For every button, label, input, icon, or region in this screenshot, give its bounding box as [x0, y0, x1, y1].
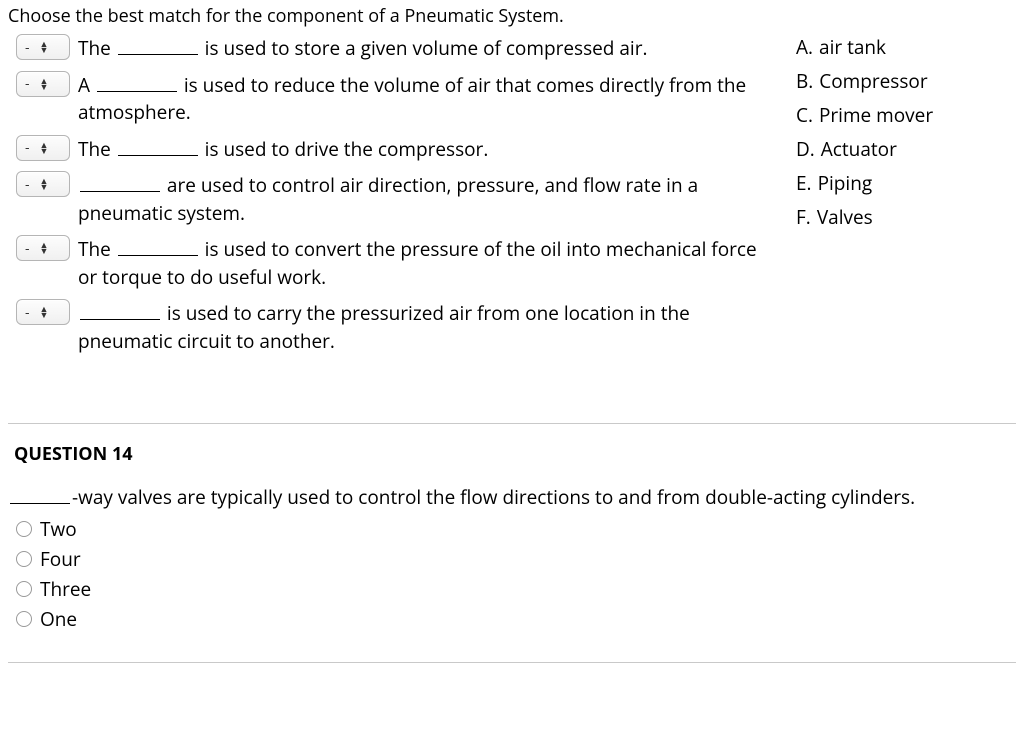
matching-row: - ▲▼ The is used to drive the compressor…	[16, 135, 770, 164]
fill-blank	[118, 255, 198, 256]
radio-option[interactable]: Three	[16, 576, 1016, 602]
text-pre: The	[78, 236, 116, 262]
answer-text: Actuator	[821, 136, 897, 162]
fill-blank	[80, 319, 160, 320]
text-post: are used to control air direction, press…	[78, 172, 698, 226]
answer-letter: A.	[796, 34, 813, 60]
text-post: is used to convert the pressure of the o…	[78, 236, 757, 290]
text-pre: A	[78, 72, 95, 98]
radio-icon[interactable]	[16, 581, 32, 597]
answer-selector[interactable]: - ▲▼	[16, 171, 70, 197]
matching-item-text: The is used to store a given volume of c…	[78, 34, 647, 63]
answer-letter: C.	[796, 102, 813, 128]
answer-choice: C. Prime mover	[796, 102, 1016, 128]
matching-item-text: A is used to reduce the volume of air th…	[78, 71, 770, 127]
matching-question: - ▲▼ The is used to store a given volume…	[8, 32, 1016, 363]
answer-text: air tank	[819, 34, 886, 60]
radio-icon[interactable]	[16, 611, 32, 627]
stepper-arrows-icon: ▲▼	[40, 306, 49, 318]
radio-label: Three	[40, 576, 91, 602]
matching-row: - ▲▼ The is used to convert the pressure…	[16, 235, 770, 291]
answer-choices-column: A. air tank B. Compressor C. Prime mover…	[796, 32, 1016, 238]
answer-choice: B. Compressor	[796, 68, 1016, 94]
text-post: is used to drive the compressor.	[200, 136, 489, 162]
fill-blank	[97, 91, 177, 92]
answer-selector[interactable]: - ▲▼	[16, 235, 70, 261]
answer-text: Compressor	[819, 68, 927, 94]
matching-row: - ▲▼ are used to control air direction, …	[16, 171, 770, 227]
radio-label: Four	[40, 546, 81, 572]
answer-choice: E. Piping	[796, 170, 1016, 196]
text-post: is used to reduce the volume of air that…	[78, 72, 746, 126]
matching-item-text: is used to carry the pressurized air fro…	[78, 299, 770, 355]
answer-letter: B.	[796, 68, 813, 94]
stepper-arrows-icon: ▲▼	[40, 242, 49, 254]
question-header: QUESTION 14	[14, 442, 1016, 466]
radio-option[interactable]: One	[16, 606, 1016, 632]
fill-blank	[118, 54, 198, 55]
answer-selector[interactable]: - ▲▼	[16, 71, 70, 97]
answer-selector[interactable]: - ▲▼	[16, 34, 70, 60]
selector-value: -	[25, 74, 30, 93]
selector-value: -	[25, 239, 30, 258]
answer-letter: D.	[796, 136, 815, 162]
stepper-arrows-icon: ▲▼	[40, 41, 49, 53]
matching-item-text: The is used to drive the compressor.	[78, 135, 488, 164]
selector-value: -	[25, 175, 30, 194]
answer-selector[interactable]: - ▲▼	[16, 135, 70, 161]
matching-row: - ▲▼ The is used to store a given volume…	[16, 34, 770, 63]
radio-icon[interactable]	[16, 551, 32, 567]
radio-option[interactable]: Four	[16, 546, 1016, 572]
selector-value: -	[25, 138, 30, 157]
radio-icon[interactable]	[16, 521, 32, 537]
answer-choice: F. Valves	[796, 204, 1016, 230]
answer-text: Valves	[817, 204, 873, 230]
answer-letter: E.	[796, 170, 812, 196]
stepper-arrows-icon: ▲▼	[40, 78, 49, 90]
matching-items-column: - ▲▼ The is used to store a given volume…	[8, 32, 770, 363]
matching-instruction: Choose the best match for the component …	[8, 4, 1016, 28]
question-separator	[8, 662, 1016, 663]
answer-text: Piping	[818, 170, 873, 196]
text-post: is used to store a given volume of compr…	[200, 35, 648, 61]
fill-blank	[10, 503, 70, 504]
fill-blank	[80, 191, 160, 192]
selector-value: -	[25, 38, 30, 57]
text-pre: The	[78, 35, 116, 61]
answer-choice: A. air tank	[796, 34, 1016, 60]
matching-item-text: The is used to convert the pressure of t…	[78, 235, 770, 291]
radio-label: Two	[40, 516, 77, 542]
answer-letter: F.	[796, 204, 811, 230]
radio-option[interactable]: Two	[16, 516, 1016, 542]
answer-choice: D. Actuator	[796, 136, 1016, 162]
matching-row: - ▲▼ A is used to reduce the volume of a…	[16, 71, 770, 127]
answer-selector[interactable]: - ▲▼	[16, 299, 70, 325]
radio-label: One	[40, 606, 77, 632]
selector-value: -	[25, 303, 30, 322]
stepper-arrows-icon: ▲▼	[40, 178, 49, 190]
text-pre: The	[78, 136, 116, 162]
question-separator	[8, 423, 1016, 424]
answer-text: Prime mover	[819, 102, 933, 128]
fill-blank	[118, 155, 198, 156]
stepper-arrows-icon: ▲▼	[40, 142, 49, 154]
question-text: -way valves are typically used to contro…	[8, 484, 1016, 510]
matching-item-text: are used to control air direction, press…	[78, 171, 770, 227]
matching-row: - ▲▼ is used to carry the pressurized ai…	[16, 299, 770, 355]
text-post: -way valves are typically used to contro…	[72, 484, 915, 510]
text-post: is used to carry the pressurized air fro…	[78, 300, 690, 354]
